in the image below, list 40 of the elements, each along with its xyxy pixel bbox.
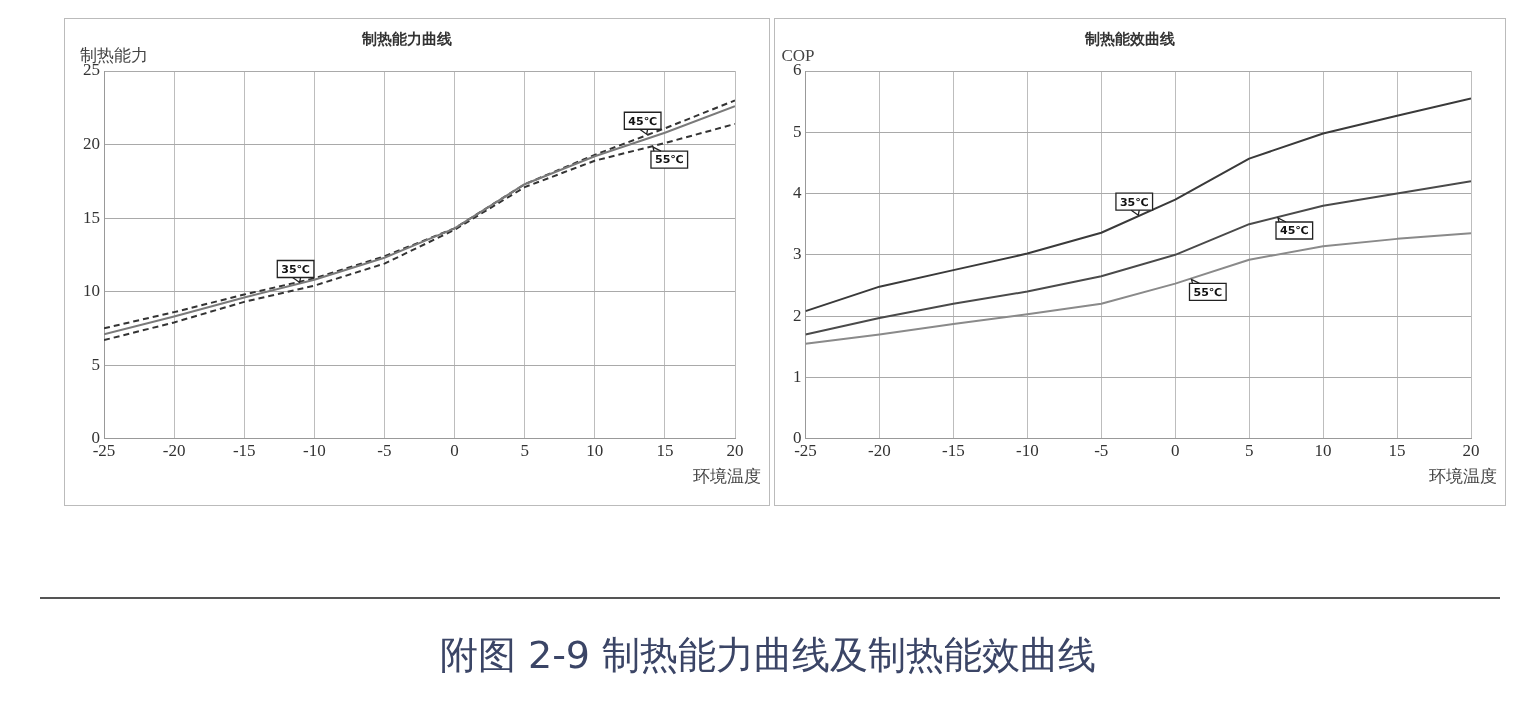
x-axis-title: 环境温度	[1429, 466, 1497, 486]
y-tick-label: 0	[793, 428, 802, 448]
x-tick-label: -15	[232, 441, 256, 461]
x-tick-label: 10	[586, 441, 604, 461]
x-axis-title: 环境温度	[693, 466, 761, 486]
y-tick-label: 5	[793, 121, 802, 141]
y-tick-label: 10	[83, 281, 100, 301]
y-tick-label: 4	[793, 183, 802, 202]
x-tick-label: -5	[377, 441, 392, 461]
x-tick-label: 5	[1244, 441, 1254, 461]
x-tick-label: 0	[1170, 441, 1180, 461]
series-label: 35℃	[1119, 195, 1149, 209]
x-tick-label: -5	[1094, 441, 1109, 461]
x-tick-label: -15	[942, 441, 965, 461]
x-tick-label: -10	[1016, 441, 1039, 461]
chart-title: 制热能力曲线	[361, 30, 452, 48]
y-tick-label: 15	[83, 207, 100, 227]
series-label: 55℃	[1193, 285, 1223, 299]
x-tick-label: 0	[450, 441, 459, 461]
series-label: 45℃	[628, 114, 657, 128]
x-tick-label: 20	[726, 441, 744, 461]
x-tick-label: 10	[1314, 441, 1332, 461]
series-label: 55℃	[654, 153, 684, 167]
y-tick-label: 3	[793, 244, 802, 264]
x-tick-label: 15	[1388, 441, 1406, 461]
chart-title: 制热能效曲线	[1084, 30, 1175, 48]
x-tick-label: -20	[868, 441, 891, 461]
y-tick-label: 2	[793, 305, 802, 325]
text: 附图 2-9 制热能力曲线及制热能效曲线	[438, 632, 1098, 679]
x-tick-label: 5	[520, 441, 529, 461]
series-label: 35℃	[281, 262, 310, 276]
series-label: 45℃	[1280, 224, 1309, 238]
x-tick-label: -20	[162, 441, 186, 461]
x-tick-label: -10	[303, 441, 326, 461]
y-tick-label: 20	[83, 133, 100, 153]
y-tick-label: 0	[91, 428, 100, 448]
x-tick-label: 20	[1462, 441, 1480, 461]
y-tick-label: 5	[91, 354, 100, 374]
y-tick-label: 1	[793, 366, 802, 386]
x-tick-label: 15	[656, 441, 674, 461]
